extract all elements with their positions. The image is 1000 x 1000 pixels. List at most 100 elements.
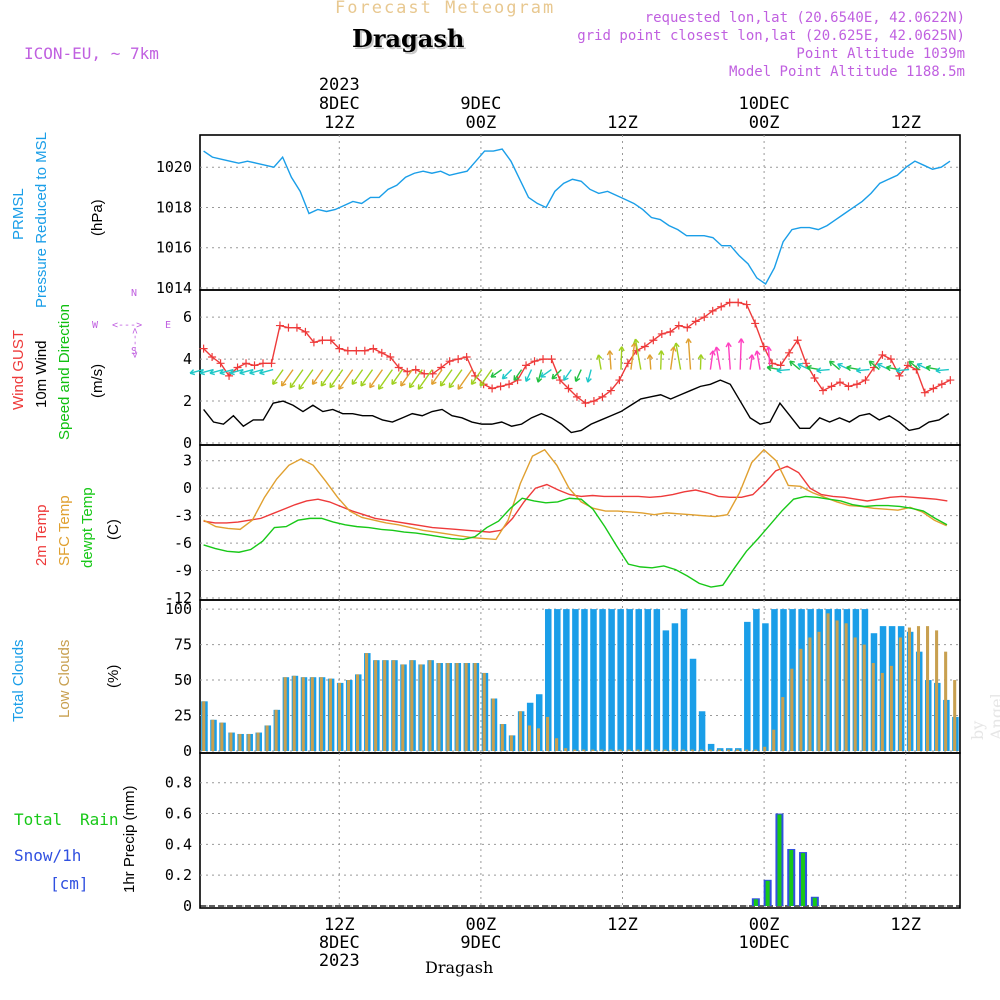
gust-point bbox=[623, 359, 632, 368]
wind-arrow-head bbox=[431, 379, 437, 385]
wind-direction-arrow bbox=[551, 369, 562, 380]
pressure-unit: (hPa) bbox=[89, 199, 106, 236]
wind-arrow-head bbox=[377, 384, 384, 390]
wind-arrow-head bbox=[789, 360, 795, 367]
precip-rain-label: Rain bbox=[80, 810, 119, 829]
wind-arrow-head bbox=[713, 346, 721, 352]
wind-arrow-head bbox=[470, 379, 477, 385]
wind-arrow-head bbox=[658, 350, 665, 356]
gust-point bbox=[233, 363, 242, 372]
wind-direction-arrow bbox=[563, 369, 572, 381]
wind-dir-label: Speed and Direction bbox=[56, 304, 73, 440]
gust-point bbox=[895, 371, 904, 380]
wind-arrow-head bbox=[229, 369, 235, 376]
low-cloud-bar bbox=[446, 663, 450, 751]
low-cloud-bar bbox=[591, 749, 595, 751]
low-cloud-bar bbox=[853, 637, 857, 751]
total-cloud-bar bbox=[644, 609, 652, 751]
wind-direction-arrow bbox=[259, 368, 274, 374]
wind-direction-arrow bbox=[886, 366, 900, 371]
time-label-bottom-year: 2023 bbox=[319, 951, 360, 971]
wind-direction-arrow bbox=[378, 369, 393, 390]
gust-point bbox=[759, 342, 768, 351]
wind-direction-arrow bbox=[448, 369, 463, 389]
wind-direction-arrow bbox=[926, 366, 940, 371]
gust-point bbox=[555, 376, 564, 385]
wind-arrow-head bbox=[846, 364, 852, 372]
wind-direction-arrow bbox=[908, 360, 920, 371]
y-tick-label: 0.8 bbox=[165, 774, 192, 792]
gust-point bbox=[343, 346, 352, 355]
low-cloud-bar bbox=[808, 637, 812, 751]
gust-point bbox=[606, 386, 615, 395]
low-cloud-bar bbox=[301, 677, 305, 751]
wind-arrow-head bbox=[748, 354, 755, 360]
low-cloud-bar bbox=[509, 735, 513, 751]
wind-arrow-head bbox=[925, 364, 932, 372]
wind-direction-arrow bbox=[659, 350, 663, 370]
wind-direction-arrow bbox=[209, 368, 224, 374]
y-tick-label: -6 bbox=[174, 534, 192, 552]
y-tick-label: 25 bbox=[174, 707, 192, 725]
y-tick-label: 100 bbox=[165, 600, 192, 618]
temp-sfc-label: SFC Temp bbox=[56, 495, 73, 566]
wind-arrow-head bbox=[673, 342, 680, 348]
wind-direction-arrow bbox=[369, 369, 384, 389]
wind-arrow-head bbox=[457, 384, 463, 390]
y-tick-label: 0.4 bbox=[165, 835, 192, 853]
gust-point bbox=[937, 380, 946, 389]
gust-point bbox=[530, 357, 539, 366]
gust-point bbox=[572, 392, 581, 401]
gust-point bbox=[216, 359, 225, 368]
low-cloud-bar bbox=[374, 660, 378, 751]
low-cloud-bar bbox=[220, 722, 224, 751]
gust-point bbox=[267, 359, 276, 368]
time-label-bottom-day: 10DEC bbox=[739, 933, 790, 953]
gust-point bbox=[742, 300, 751, 309]
time-label-top-day: 8DEC bbox=[319, 94, 360, 114]
wind-direction-arrow bbox=[272, 369, 284, 385]
low-cloud-bar bbox=[328, 678, 332, 751]
wind-direction-arrow bbox=[608, 350, 612, 370]
total-cloud-bar bbox=[635, 609, 642, 751]
y-tick-label: 0.6 bbox=[165, 805, 192, 823]
wind-direction-arrow bbox=[709, 350, 714, 370]
low-cloud-bar bbox=[745, 749, 749, 751]
wind-arrow-head bbox=[501, 373, 508, 380]
gust-point bbox=[793, 336, 802, 345]
gust-point bbox=[666, 327, 675, 336]
total-cloud-bar bbox=[680, 609, 688, 751]
gust-point bbox=[377, 348, 386, 357]
gust-point bbox=[386, 353, 395, 362]
wind-direction-arrow bbox=[229, 368, 244, 374]
model-name: ICON-EU, ~ 7km bbox=[24, 44, 159, 63]
precip-axis-label: 1hr Precip (mm) bbox=[121, 785, 138, 893]
tsfc-line bbox=[203, 448, 947, 541]
low-cloud-bar bbox=[907, 627, 911, 751]
wind-direction-arrow bbox=[400, 369, 413, 387]
low-cloud-bar bbox=[681, 749, 685, 751]
y-tick-label: 0 bbox=[183, 742, 192, 760]
low-cloud-bar bbox=[708, 749, 712, 751]
y-tick-label: 1020 bbox=[156, 158, 192, 176]
gust-point bbox=[309, 338, 318, 347]
wind-arrow-head bbox=[885, 364, 892, 372]
total-cloud-bar bbox=[608, 609, 615, 751]
low-cloud-bar bbox=[274, 709, 278, 751]
gust-point bbox=[199, 344, 208, 353]
low-cloud-bar bbox=[582, 749, 586, 751]
low-cloud-bar bbox=[238, 733, 242, 751]
product-title: Forecast Meteogram bbox=[335, 0, 556, 18]
wind-arrow-head bbox=[239, 369, 245, 376]
precip-rain-bar bbox=[789, 849, 794, 906]
wind-arrow-head bbox=[585, 377, 592, 383]
low-cloud-bar bbox=[926, 626, 930, 751]
wind-direction-arrow bbox=[360, 369, 374, 387]
gust-point bbox=[275, 321, 284, 330]
wind-arrow-head bbox=[298, 384, 304, 390]
low-cloud-bar bbox=[817, 631, 821, 751]
wind-direction-arrow bbox=[669, 346, 675, 370]
gust-point bbox=[292, 323, 301, 332]
low-cloud-bar bbox=[555, 738, 559, 751]
wind-direction-arrow bbox=[699, 354, 702, 370]
